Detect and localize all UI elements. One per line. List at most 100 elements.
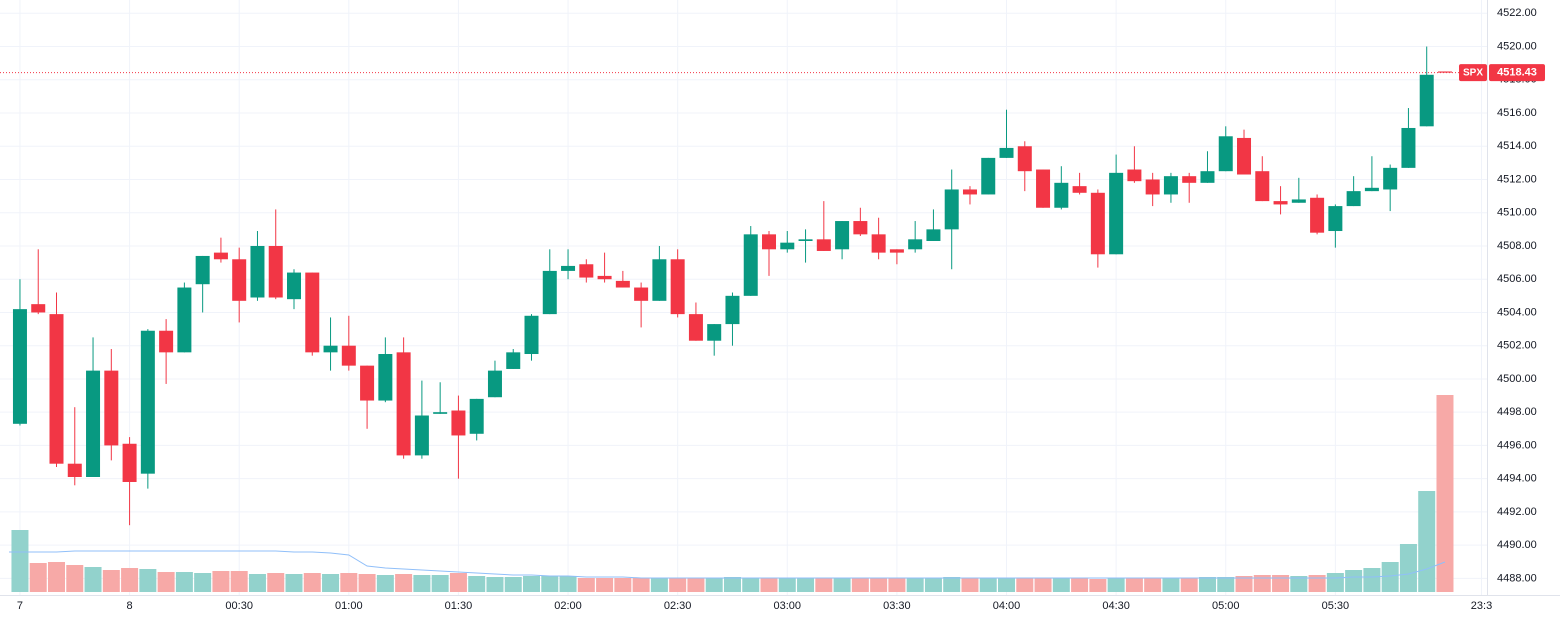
volume-bar	[523, 576, 541, 592]
volume-bar	[1071, 578, 1089, 592]
y-tick-label: 4492.00	[1497, 506, 1537, 518]
volume-bar	[376, 575, 394, 592]
x-tick-label: 03:00	[774, 600, 802, 612]
candle-body	[1437, 71, 1452, 73]
volume-bar	[66, 565, 84, 592]
volume-bar	[723, 577, 741, 592]
candle-body	[524, 315, 539, 355]
volume-bar	[504, 577, 522, 592]
y-tick-label: 4494.00	[1497, 473, 1537, 485]
candle-body	[962, 189, 977, 195]
volume-bar	[1034, 578, 1052, 592]
y-tick-label: 4490.00	[1497, 539, 1537, 551]
candle-body	[615, 280, 630, 288]
volume-bar	[84, 567, 102, 592]
candle-body	[853, 221, 868, 235]
candle-body	[981, 157, 996, 195]
candle-body	[1200, 171, 1215, 183]
candle-body	[1163, 176, 1178, 195]
volume-bar	[851, 578, 869, 592]
volume-bar	[1436, 395, 1454, 592]
x-tick-label: 7	[17, 600, 23, 612]
candle-body	[1182, 176, 1197, 183]
y-tick-label: 4516.00	[1497, 107, 1537, 119]
price-label: 4518.43	[1497, 67, 1537, 79]
volume-bar	[541, 576, 559, 592]
candle-body	[579, 264, 594, 278]
candle-body	[378, 354, 393, 401]
volume-bar	[943, 577, 961, 592]
volume-bar	[1326, 573, 1344, 592]
candle-body	[159, 330, 174, 353]
x-tick-label: 04:00	[993, 600, 1021, 612]
y-tick-label: 4496.00	[1497, 439, 1537, 451]
volume-bar	[139, 569, 157, 592]
volume-bar	[175, 572, 193, 592]
candle-body	[469, 398, 484, 434]
volume-bar	[285, 574, 303, 592]
candle-body	[1237, 137, 1252, 175]
candle-body	[506, 352, 521, 369]
volume-bar	[1235, 576, 1253, 592]
volume-bar	[1016, 578, 1034, 592]
candle-body	[762, 234, 777, 250]
candle-body	[104, 370, 119, 446]
candle-body	[1036, 169, 1051, 208]
volume-bar	[669, 578, 687, 592]
volume-bar	[632, 578, 650, 592]
volume-bar	[468, 576, 486, 592]
volume-bar	[778, 578, 796, 592]
candle-body	[1328, 206, 1343, 232]
candle-body	[31, 304, 46, 313]
candle-body	[1419, 74, 1434, 127]
volume-bar	[1162, 578, 1180, 592]
x-tick-label: 8	[127, 600, 133, 612]
price-label-bg	[1489, 64, 1545, 82]
volume-bar	[797, 578, 815, 592]
candle-body	[1255, 171, 1270, 202]
y-tick-label: 4488.00	[1497, 572, 1537, 584]
x-tick-label: 02:30	[664, 600, 692, 612]
candle-body	[1072, 186, 1087, 193]
candle-body	[725, 295, 740, 325]
volume-bar	[102, 570, 120, 592]
volume-bar	[267, 573, 285, 592]
volume-bar	[11, 530, 29, 592]
x-tick-label: 00:30	[225, 600, 253, 612]
y-tick-label: 4508.00	[1497, 240, 1537, 252]
volume-bar	[1180, 578, 1198, 592]
x-tick-label: 01:30	[445, 600, 473, 612]
x-tick-label: 23:3	[1471, 600, 1492, 612]
y-tick-label: 4510.00	[1497, 207, 1537, 219]
x-tick-label: 05:30	[1322, 600, 1350, 612]
volume-bar	[577, 578, 595, 592]
volume-bar	[194, 573, 212, 592]
candle-body	[433, 412, 448, 414]
volume-bar	[413, 575, 431, 592]
candle-body	[1090, 192, 1105, 255]
volume-bar	[1308, 575, 1326, 592]
candle-body	[1145, 179, 1160, 195]
y-tick-label: 4514.00	[1497, 140, 1537, 152]
volume-bar	[1107, 578, 1125, 592]
volume-bar	[1144, 578, 1162, 592]
volume-bar	[906, 578, 924, 592]
y-tick-label: 4502.00	[1497, 340, 1537, 352]
candle-body	[1273, 201, 1288, 205]
volume-bar	[614, 578, 632, 592]
candle-body	[542, 270, 557, 315]
volume-bar	[961, 578, 979, 592]
candle-body	[232, 259, 247, 301]
volume-bar	[815, 578, 833, 592]
candle-body	[670, 259, 685, 315]
y-tick-label: 4512.00	[1497, 173, 1537, 185]
volume-bar	[650, 578, 668, 592]
candle-body	[1364, 187, 1379, 192]
volume-bar	[1253, 575, 1271, 592]
candle-body	[360, 365, 375, 401]
candle-body	[195, 255, 210, 285]
candle-body	[597, 275, 612, 280]
candle-body	[67, 463, 82, 477]
volume-bar	[888, 578, 906, 592]
candle-body	[835, 221, 850, 250]
